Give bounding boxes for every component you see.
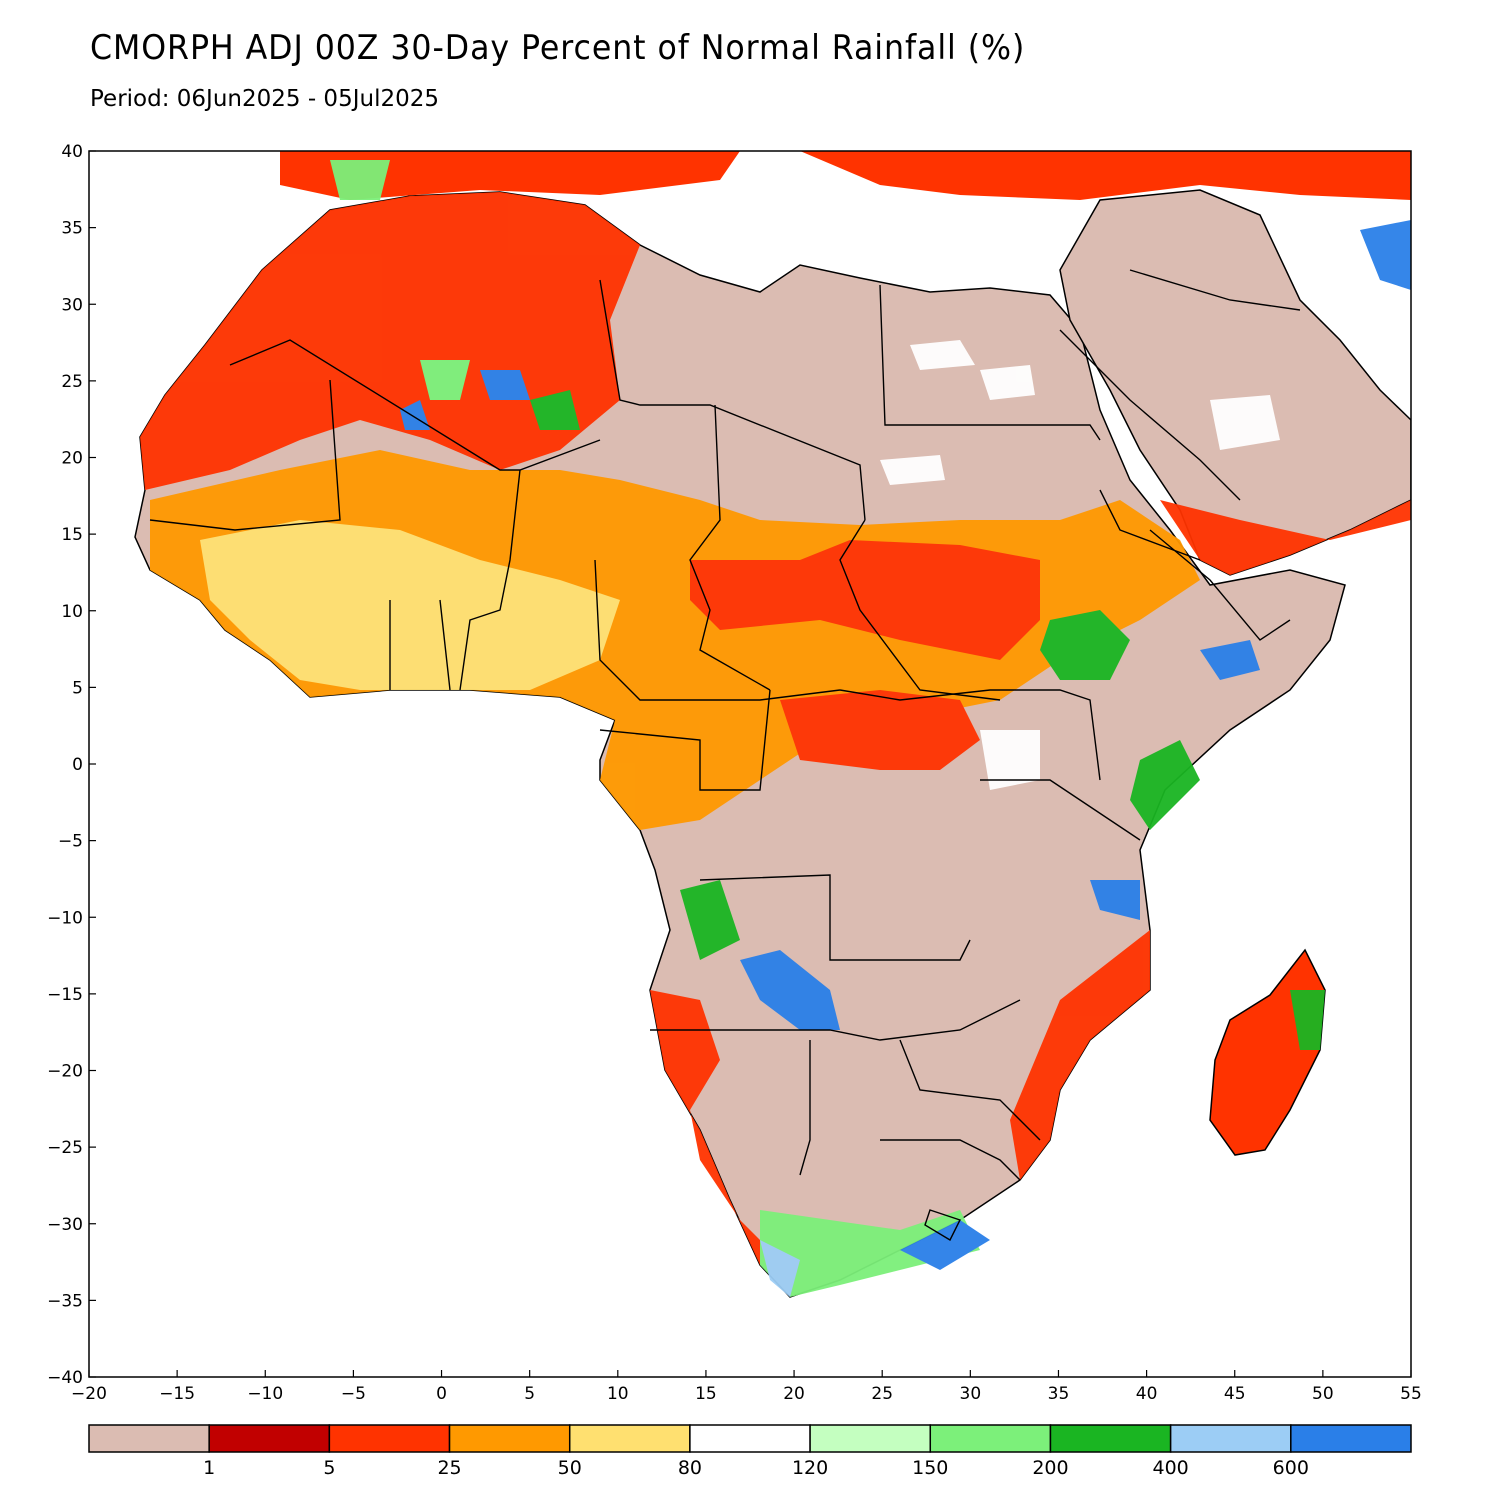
y-tick-label: −10 (47, 908, 83, 928)
legend-swatch (1049, 1424, 1172, 1453)
y-tick-label: 20 (61, 449, 83, 469)
legend-swatch (208, 1424, 331, 1453)
y-tick-label: −30 (47, 1215, 83, 1235)
legend-swatch (328, 1424, 451, 1453)
x-tick-label: 0 (436, 1384, 447, 1404)
rainfall-bands (140, 160, 1411, 1297)
legend-label: 200 (1032, 1457, 1068, 1479)
y-tick-label: 30 (61, 295, 83, 315)
x-tick-label: 40 (1136, 1384, 1158, 1404)
legend-swatch (809, 1424, 932, 1453)
x-tick-label: 35 (1048, 1384, 1070, 1404)
x-tick-label: 15 (695, 1384, 717, 1404)
legend-swatch (88, 1424, 210, 1453)
y-tick-label: 5 (72, 678, 83, 698)
map-title: CMORPH ADJ 00Z 30-Day Percent of Normal … (90, 28, 1026, 68)
y-tick-label: −20 (47, 1062, 83, 1082)
legend-swatch (689, 1424, 811, 1453)
y-tick-label: 0 (72, 755, 83, 775)
x-tick-label: 5 (524, 1384, 535, 1404)
x-tick-label: 30 (960, 1384, 982, 1404)
y-tick-label: −5 (58, 832, 83, 852)
legend-swatch (929, 1424, 1052, 1453)
color-legend: 1 5 25 50 80 120 150 200 400 600 (88, 1424, 1412, 1479)
legend-label: 400 (1153, 1457, 1189, 1479)
madagascar (1209, 948, 1326, 1156)
legend-label: 25 (437, 1457, 461, 1479)
legend-label: 150 (912, 1457, 948, 1479)
legend-label: 1 (203, 1457, 215, 1479)
y-tick-label: 25 (61, 372, 83, 392)
legend-swatch (568, 1424, 691, 1453)
y-tick-label: 10 (61, 602, 83, 622)
x-tick-label: −20 (71, 1384, 107, 1404)
x-tick-label: −15 (159, 1384, 195, 1404)
legend-swatch (1290, 1424, 1412, 1453)
legend-label: 600 (1273, 1457, 1309, 1479)
y-tick-label: 40 (61, 142, 83, 162)
x-tick-label: 55 (1400, 1384, 1422, 1404)
legend-label: 50 (558, 1457, 582, 1479)
europe-strip (280, 151, 740, 200)
map-content (134, 151, 1411, 1298)
legend-label: 120 (792, 1457, 828, 1479)
x-tick-label: −10 (247, 1384, 283, 1404)
x-axis: −20 −15 −10 −5 0 5 10 15 20 25 30 35 40 45 50 55 (71, 1370, 1422, 1404)
x-tick-label: 50 (1312, 1384, 1334, 1404)
x-tick-label: 10 (607, 1384, 629, 1404)
y-tick-label: −25 (47, 1138, 83, 1158)
x-tick-label: −5 (341, 1384, 366, 1404)
y-tick-label: 15 (61, 525, 83, 545)
y-tick-label: −35 (47, 1291, 83, 1311)
x-tick-label: 25 (871, 1384, 893, 1404)
turkey-strip (800, 151, 1411, 200)
country-borders (149, 269, 1301, 1241)
period-label: Period: 06Jun2025 - 05Jul2025 (90, 86, 439, 112)
x-tick-label: 20 (783, 1384, 805, 1404)
legend-swatch (448, 1424, 571, 1453)
y-tick-label: −15 (47, 985, 83, 1005)
legend-label: 80 (678, 1457, 702, 1479)
legend-swatch (1169, 1424, 1292, 1453)
y-tick-label: −40 (47, 1368, 83, 1388)
y-axis: 40 35 30 25 20 15 10 5 0 −5 −10 −15 −20 −25 −30 −35 −40 (47, 142, 96, 1388)
y-tick-label: 35 (61, 219, 83, 239)
legend-label: 5 (323, 1457, 335, 1479)
x-tick-label: 45 (1224, 1384, 1246, 1404)
